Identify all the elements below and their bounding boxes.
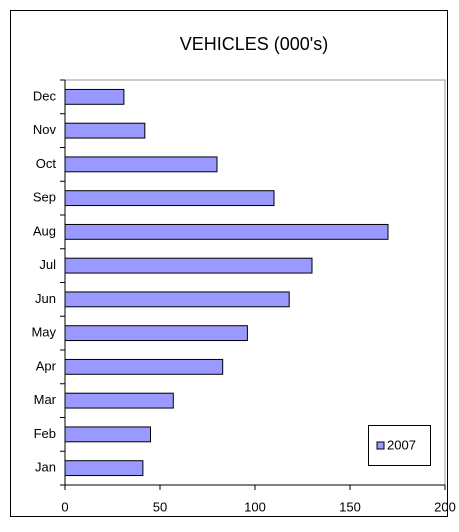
bar	[64, 392, 174, 409]
y-tick-label: May	[31, 325, 56, 340]
y-tick-label: Jul	[39, 257, 56, 272]
bar	[64, 358, 224, 375]
bar	[64, 325, 248, 342]
bar	[64, 190, 275, 207]
bar	[64, 223, 389, 240]
x-tick-label: 150	[339, 499, 361, 514]
bar	[64, 257, 313, 274]
bar	[64, 156, 218, 173]
y-tick-label: Nov	[33, 122, 57, 137]
chart-title: VEHICLES (000's)	[180, 34, 329, 54]
bar	[64, 88, 125, 105]
y-tick-label: Apr	[36, 358, 57, 373]
x-tick-label: 100	[244, 499, 266, 514]
y-tick-label: Mar	[34, 392, 57, 407]
x-tick-label: 50	[153, 499, 167, 514]
y-tick-label: Aug	[33, 223, 56, 238]
x-tick-label: 0	[61, 499, 68, 514]
legend-label: 2007	[387, 437, 416, 452]
bar	[64, 291, 290, 308]
y-tick-label: Feb	[34, 426, 56, 441]
y-tick-label: Dec	[33, 88, 57, 103]
x-tick-label: 200	[434, 499, 456, 514]
bar	[64, 122, 146, 139]
plot-area	[64, 79, 446, 486]
y-tick-label: Oct	[36, 156, 57, 171]
y-tick-label: Sep	[33, 190, 56, 205]
y-tick-label: Jan	[35, 460, 56, 475]
bar	[64, 460, 144, 477]
bar	[64, 426, 151, 443]
legend-swatch	[376, 441, 385, 450]
y-tick-label: Jun	[35, 291, 56, 306]
